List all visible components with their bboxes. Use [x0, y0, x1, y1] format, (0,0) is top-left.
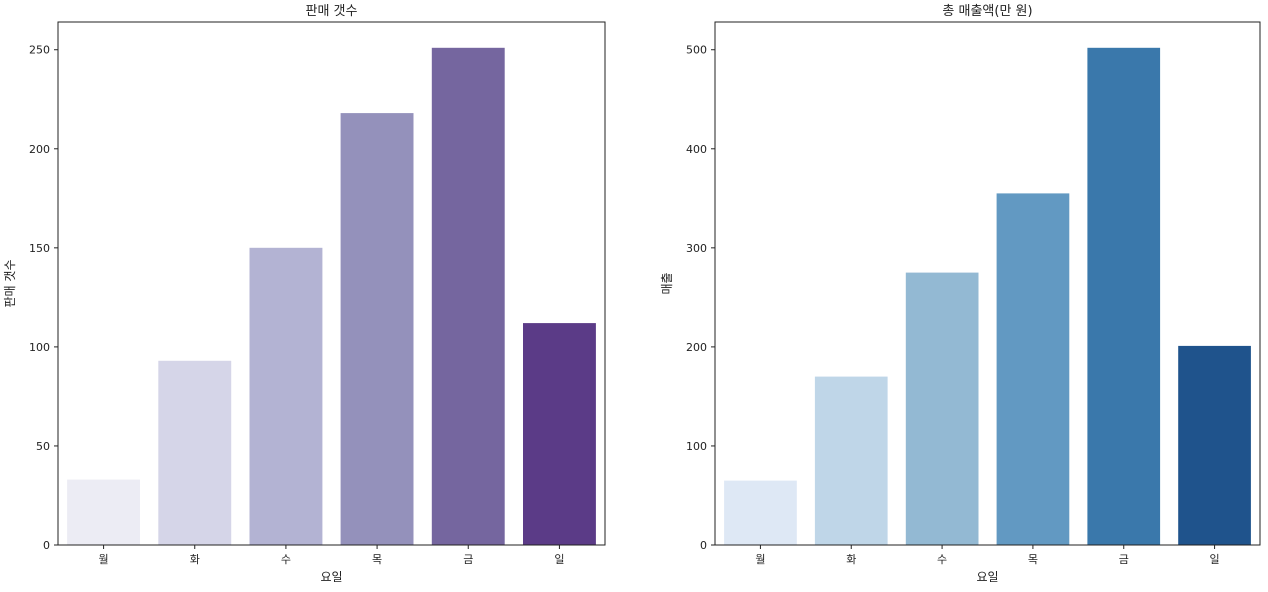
bar-4 — [996, 193, 1070, 545]
bar-6 — [1178, 345, 1251, 545]
y-tick-label: 200 — [29, 143, 50, 156]
chart-title: 총 매출액(만 원) — [942, 4, 1032, 19]
x-tick-label: 일 — [1210, 552, 1220, 566]
chart-panel-1: 판매 갯수월 화 수 목 금 일 0 50 100 150 200 250 요일 판매 갯수 — [3, 4, 606, 584]
plot-frame — [714, 21, 1261, 546]
bar-1 — [724, 480, 797, 545]
bar-1 — [67, 479, 140, 545]
y-tick-label: 150 — [29, 242, 50, 255]
y-tick-label: 500 — [686, 44, 707, 57]
y-tick-label: 0 — [43, 539, 50, 552]
y-tick-label: 250 — [29, 44, 50, 57]
x-tick-label: 금 — [1119, 553, 1129, 566]
bar-4 — [340, 113, 414, 545]
chart-title: 판매 갯수 — [306, 4, 358, 19]
y-tick-label: 400 — [686, 143, 707, 156]
x-axis-label: 요일 — [976, 570, 998, 584]
x-tick-label: 일 — [554, 552, 564, 566]
x-tick-label: 목 — [1028, 553, 1038, 566]
y-tick-label: 100 — [29, 341, 50, 354]
bar-2 — [814, 376, 888, 545]
bar-3 — [905, 272, 979, 545]
x-tick-label: 목 — [372, 553, 382, 566]
plot-frame — [57, 21, 606, 546]
bar-6 — [523, 323, 596, 545]
y-tick-label: 100 — [686, 440, 707, 453]
x-axis-label: 요일 — [320, 570, 342, 584]
y-tick-label: 0 — [700, 539, 707, 552]
x-tick-label: 화 — [190, 553, 200, 566]
y-axis-label: 매출 — [660, 272, 674, 294]
x-tick-label: 화 — [846, 553, 856, 566]
x-tick-label: 월 — [99, 553, 109, 566]
y-axis-label: 판매 갯수 — [3, 260, 17, 308]
y-tick-label: 300 — [686, 242, 707, 255]
x-tick-label: 수 — [937, 553, 947, 566]
x-tick-label: 월 — [755, 553, 765, 566]
x-tick-label: 금 — [463, 553, 473, 566]
bar-2 — [158, 360, 232, 545]
chart-panel-2: 총 매출액(만 원) 월 화 수 목 금 일 0 100 200 300 400 500 요일 매출 — [660, 4, 1261, 584]
y-tick-label: 50 — [36, 440, 50, 453]
x-tick-label: 수 — [281, 553, 291, 566]
y-tick-label: 200 — [686, 341, 707, 354]
bar-3 — [249, 247, 323, 546]
bar-5 — [431, 47, 505, 546]
bar-5 — [1087, 47, 1161, 546]
